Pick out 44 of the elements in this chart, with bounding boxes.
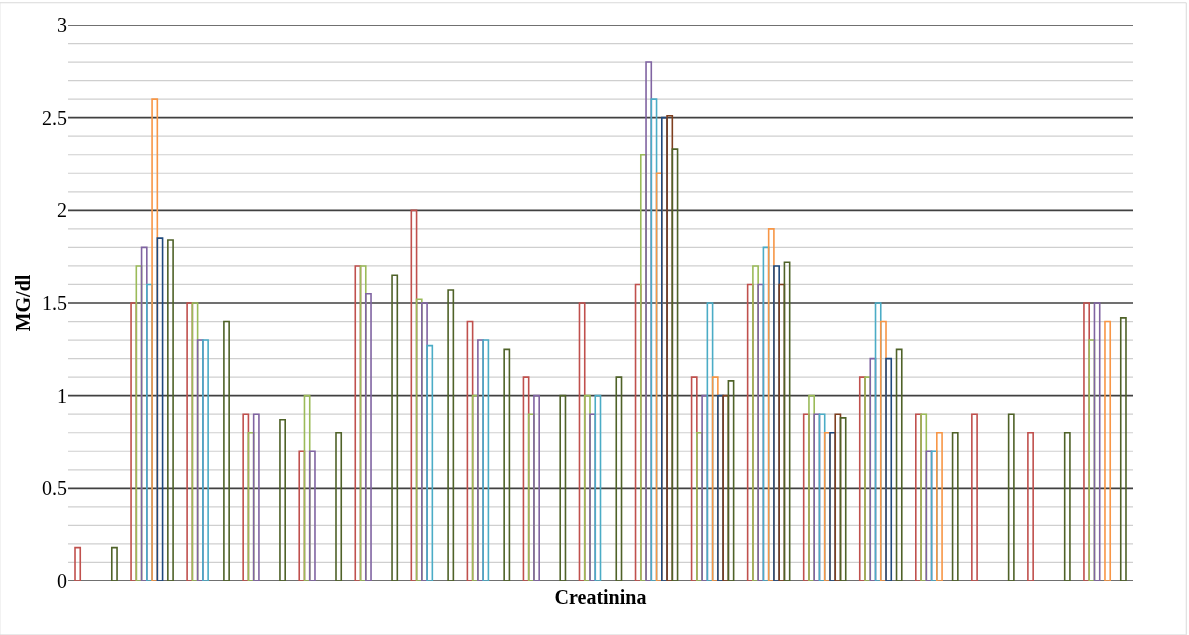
bar: [335, 431, 343, 581]
bar: [936, 431, 943, 581]
bar: [895, 348, 903, 581]
bar: [1104, 320, 1112, 581]
bar: [559, 394, 567, 581]
bar: [951, 431, 959, 581]
bar: [1063, 431, 1071, 581]
bar: [783, 261, 791, 581]
bar: [885, 357, 893, 581]
y-tick-label: 1.5: [42, 292, 67, 314]
y-tick-label: 2.5: [42, 106, 67, 129]
bar: [156, 237, 164, 581]
bar: [202, 339, 209, 581]
bar: [594, 394, 602, 581]
y-tick-label: 2: [57, 199, 67, 222]
bar: [482, 339, 490, 581]
bar: [671, 148, 679, 581]
x-axis-title: Creatinina: [554, 585, 647, 608]
bar: [110, 546, 118, 581]
bar: [615, 376, 623, 581]
bar: [533, 394, 540, 581]
bar: [279, 418, 286, 581]
bar: [223, 320, 230, 581]
bar: [447, 289, 455, 581]
bar: [1093, 302, 1101, 581]
bar: [391, 274, 399, 581]
bar: [1007, 413, 1015, 581]
y-tick-label: 0: [57, 570, 67, 592]
bar: [74, 546, 82, 581]
y-tick-label: 0.5: [42, 477, 67, 500]
bar: [167, 239, 174, 581]
bar: [1119, 317, 1127, 581]
bar: [503, 348, 511, 581]
bar: [308, 450, 316, 581]
bar: [727, 380, 735, 581]
y-axis-title: MG/dl: [11, 274, 34, 332]
bar: [971, 413, 978, 581]
bar: [252, 413, 260, 581]
bar: [426, 344, 434, 581]
bar: [364, 292, 372, 581]
bar: [839, 417, 847, 581]
y-tick-label: 3: [57, 14, 67, 36]
bar: [1027, 431, 1034, 581]
y-tick-label: 1: [57, 384, 67, 407]
